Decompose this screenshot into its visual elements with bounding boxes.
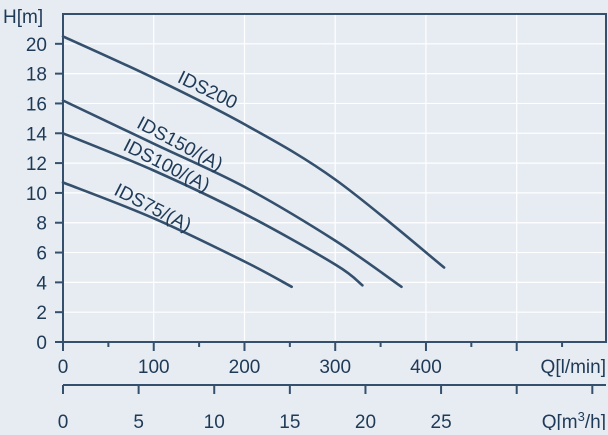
y-tick-label: 6 <box>36 244 47 265</box>
series-label: IDS75/(A) <box>111 180 195 237</box>
x2-axis-title-sup: 3 <box>578 409 585 424</box>
series-layer <box>61 35 446 289</box>
x-axis-title: Q[l/min] <box>541 357 606 378</box>
x2-tick-label: 10 <box>204 412 225 430</box>
y-tick-label: 10 <box>26 184 47 205</box>
y-tick-label: 20 <box>26 35 47 56</box>
x2-tick-label: 5 <box>133 412 144 430</box>
series-line <box>61 99 403 289</box>
series-line <box>61 132 364 287</box>
x2-tick-label: 20 <box>355 412 376 430</box>
x-tick-label: 100 <box>138 357 170 378</box>
y-tick-label: 18 <box>26 65 47 86</box>
series-line <box>61 35 446 269</box>
y-tick-label: 12 <box>26 154 47 175</box>
x-tick-label: 200 <box>229 357 261 378</box>
y-tick-label: 2 <box>36 303 47 324</box>
y-tick-label: 8 <box>36 214 47 235</box>
y-tick-label: 14 <box>26 124 48 145</box>
y-tick-label: 4 <box>36 273 47 294</box>
x2-axis-title-prefix: Q[m <box>542 412 578 430</box>
series-line <box>61 181 293 289</box>
y-tick-label: 16 <box>26 94 47 115</box>
x2-tick-label: 0 <box>58 412 69 430</box>
x2-tick-label: 15 <box>279 412 300 430</box>
y-axis-title: H[m] <box>3 7 43 28</box>
x-tick-label: 300 <box>319 357 351 378</box>
x-tick-label: 0 <box>58 357 69 378</box>
grid-layer <box>63 14 606 342</box>
x-tick-label: 400 <box>410 357 442 378</box>
x2-axis-title-suffix: /h] <box>585 412 606 430</box>
y-tick-label: 0 <box>36 333 47 354</box>
x2-tick-label: 25 <box>431 412 452 430</box>
x2-axis-title: Q[m3/h] <box>542 409 606 430</box>
series-label: IDS200 <box>174 67 240 114</box>
